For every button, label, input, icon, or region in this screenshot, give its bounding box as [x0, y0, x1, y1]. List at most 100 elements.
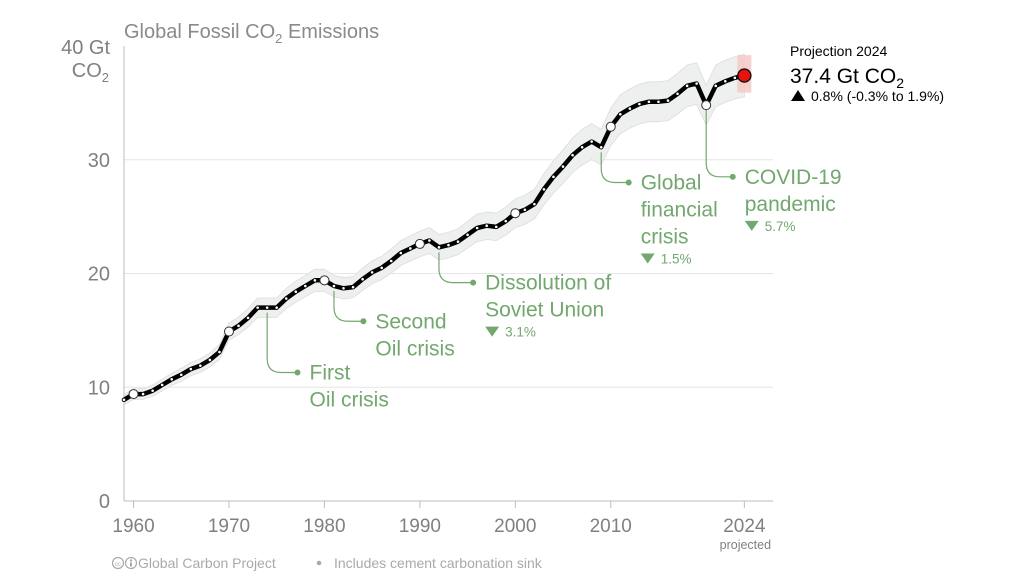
data-point [208, 358, 212, 362]
data-point [351, 285, 355, 289]
decrease-triangle-icon [744, 220, 759, 231]
annotation-label: Second [375, 310, 446, 333]
y-tick-label: 0 [99, 491, 110, 513]
data-point [628, 107, 632, 110]
annotation-dot [729, 173, 736, 180]
x-tick-note: projected [720, 538, 771, 552]
data-point [265, 306, 269, 309]
data-point [141, 392, 145, 396]
footer-note: Includes cement carbonation sink [334, 555, 543, 571]
footer: cc Global Carbon Project Includes cement… [111, 555, 543, 571]
projection-heading: Projection 2024 [790, 43, 888, 59]
data-point [695, 82, 698, 85]
annotation-change: 1.5% [661, 252, 692, 267]
annotation-dot [470, 279, 477, 286]
annotation-label: Oil crisis [310, 388, 389, 411]
data-point [361, 277, 364, 281]
data-point [638, 102, 641, 106]
annotation-label: COVID-19 [745, 166, 842, 189]
y-tick-label: 20 [88, 264, 110, 286]
footer-credit: Global Carbon Project [138, 555, 276, 571]
data-point [332, 284, 336, 288]
data-point [552, 175, 555, 179]
data-point [256, 306, 259, 309]
projection-marker [737, 68, 752, 83]
decade-marker [701, 100, 712, 111]
data-point [246, 316, 250, 320]
y-tick-label: 10 [88, 377, 110, 399]
data-point [542, 188, 546, 191]
data-point [294, 290, 298, 294]
annotation-leader [705, 110, 731, 178]
annotation-label: Dissolution of [485, 272, 611, 295]
data-point [523, 208, 527, 212]
decrease-triangle-icon [640, 253, 655, 264]
data-point [122, 398, 126, 402]
annotation-label: Soviet Union [485, 299, 604, 322]
annotation-leader [266, 312, 296, 374]
data-point [685, 84, 689, 88]
decade-marker [128, 389, 139, 400]
data-point [160, 383, 164, 387]
data-point [275, 306, 279, 309]
cc-license-icon [111, 556, 125, 570]
data-point [714, 84, 718, 88]
x-tick-label: 1970 [208, 516, 250, 537]
data-point [485, 224, 488, 228]
x-tick-label: 1960 [112, 516, 154, 537]
annotation-label: First [310, 361, 351, 384]
data-point [284, 297, 288, 300]
data-point [533, 202, 536, 206]
x-tick-label: 1980 [303, 516, 345, 537]
data-point [676, 92, 679, 96]
attribution-icon [124, 556, 138, 570]
annotation-leader [438, 252, 472, 284]
decade-marker [319, 275, 330, 286]
data-point [723, 79, 727, 83]
projection-value: 37.4 Gt CO2 [790, 65, 904, 91]
data-point [504, 219, 508, 223]
x-tick-label: 2024 [723, 516, 766, 537]
increase-triangle-icon [791, 90, 805, 101]
data-point [399, 251, 403, 255]
annotation-dot [625, 179, 632, 186]
data-point [313, 279, 317, 282]
data-point [151, 389, 154, 392]
data-point [170, 377, 174, 381]
data-point [647, 100, 651, 104]
annotation-label: pandemic [745, 193, 836, 216]
annotation-label: Global [641, 172, 702, 195]
footer-separator [316, 560, 322, 566]
annotation-leader [333, 291, 362, 322]
annotation-leader [600, 152, 627, 184]
annotation-dot [294, 369, 301, 376]
data-point [199, 364, 202, 367]
cc-license-icon-glyph: cc [115, 562, 121, 568]
data-point [599, 145, 603, 149]
y-axis-label: 40 Gt [61, 37, 110, 59]
decade-marker [510, 208, 521, 219]
y-axis-unit: CO2 [72, 60, 109, 85]
data-point [657, 100, 660, 104]
data-point [456, 240, 460, 243]
data-point [189, 367, 193, 371]
data-point [389, 259, 393, 263]
data-point [218, 350, 221, 354]
data-point [304, 284, 307, 288]
data-point [571, 153, 574, 157]
data-point [666, 99, 670, 102]
data-point [342, 286, 345, 290]
data-point [370, 271, 374, 274]
annotation-label: crisis [641, 226, 689, 249]
markers [128, 68, 752, 400]
annotation-change: 5.7% [765, 219, 796, 234]
data-point [380, 266, 383, 270]
data-point [428, 239, 431, 242]
data-point [179, 373, 183, 377]
decade-marker [223, 326, 234, 337]
data-point [409, 247, 412, 250]
annotation-dot [360, 318, 367, 325]
annotation-change: 3.1% [505, 325, 536, 340]
data-point [618, 112, 622, 116]
